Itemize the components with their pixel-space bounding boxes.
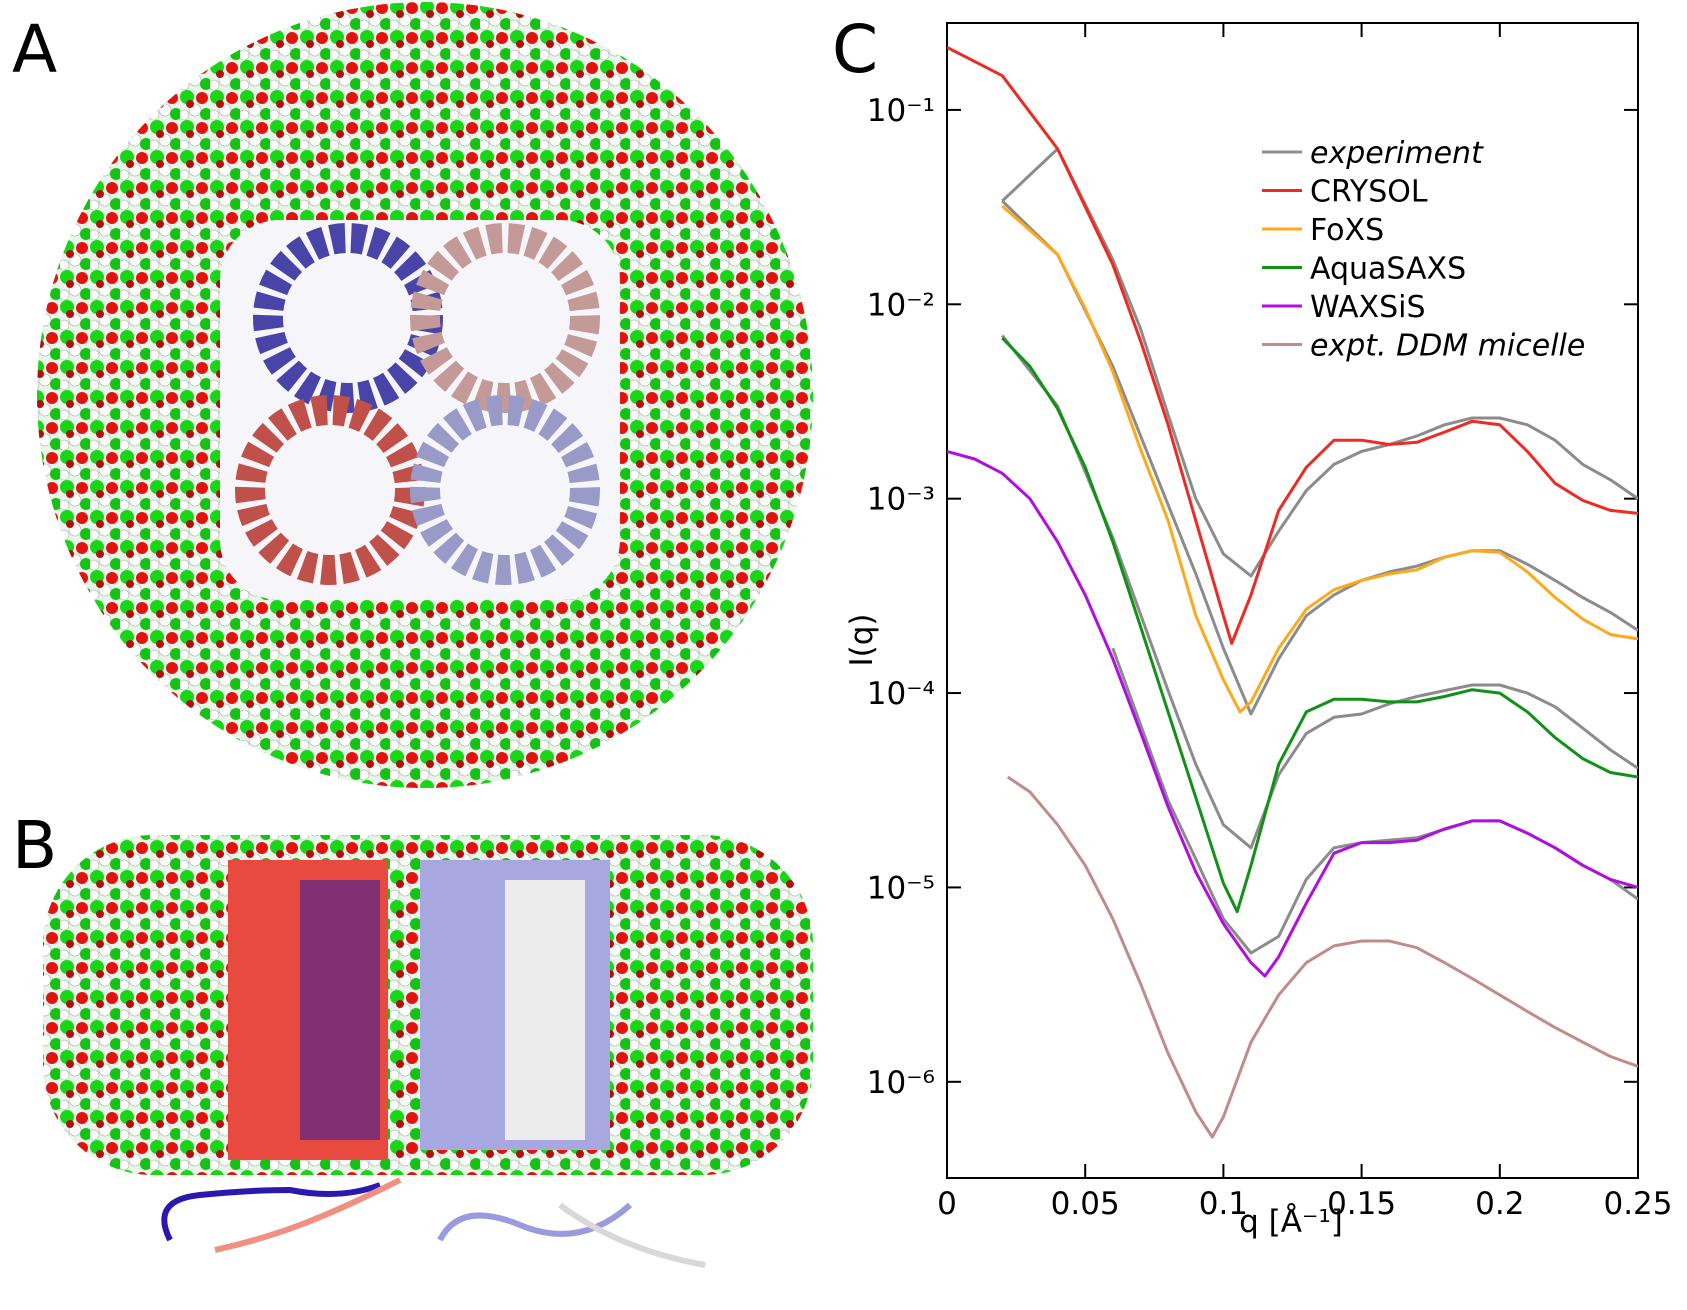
legend-label: experiment [1310, 136, 1484, 171]
x-axis-label: q [Å⁻¹] [1239, 1204, 1343, 1240]
x-tick-label: 0.25 [1603, 1186, 1672, 1222]
panel-label: A [12, 11, 57, 88]
loop [161, 1182, 382, 1242]
data-line [947, 449, 1638, 978]
legend-label: CRYSOL [1310, 175, 1428, 210]
legend-label: WAXSiS [1310, 290, 1426, 325]
data-line [1006, 775, 1638, 1139]
loop [437, 1202, 633, 1242]
data-line [1001, 147, 1638, 578]
data-line [1001, 334, 1638, 850]
loop [214, 1177, 402, 1253]
helix-ring [410, 395, 600, 585]
helix-bundle [505, 880, 585, 1140]
x-tick-label: 0.15 [1327, 1186, 1396, 1222]
y-tick-label: 10⁻⁵ [867, 870, 935, 906]
panel-label: C [832, 11, 878, 88]
protein-core [220, 220, 620, 600]
y-tick-label: 10⁻² [867, 287, 935, 323]
y-tick-label: 10⁻⁶ [867, 1065, 935, 1101]
plot-area [947, 45, 1638, 1139]
x-tick-label: 0 [937, 1186, 957, 1222]
plot-frame [946, 22, 1639, 1179]
legend-label: FoXS [1310, 213, 1384, 248]
loop [558, 1202, 706, 1268]
y-tick-label: 10⁻³ [867, 482, 935, 518]
y-tick-label: 10⁻¹ [867, 93, 935, 129]
helix-ring [410, 223, 600, 413]
data-line [1001, 204, 1638, 714]
data-line [1001, 337, 1638, 914]
data-line [1111, 647, 1638, 955]
panel-b-image [43, 835, 813, 1268]
panel-label: B [12, 807, 57, 884]
legend-label: AquaSAXS [1310, 252, 1466, 287]
y-tick-label: 10⁻⁴ [867, 676, 935, 712]
y-axis-label: I(q) [844, 613, 880, 666]
legend-label: expt. DDM micelle [1310, 329, 1585, 364]
panel-a-image [37, 2, 813, 788]
x-tick-label: 0.2 [1475, 1186, 1524, 1222]
x-tick-label: 0.05 [1051, 1186, 1120, 1222]
helix-bundle [300, 880, 380, 1140]
x-tick-label: 0.1 [1199, 1186, 1248, 1222]
data-line [947, 45, 1638, 645]
